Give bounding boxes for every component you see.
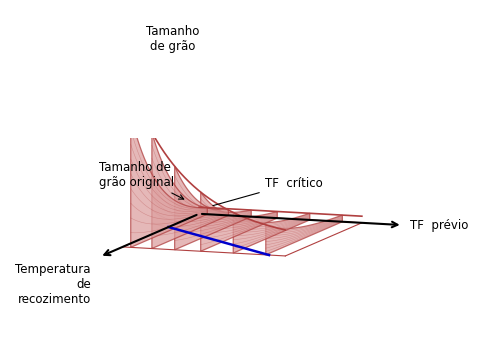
Text: Tamanho
de grão: Tamanho de grão	[145, 25, 199, 52]
Polygon shape	[152, 133, 228, 248]
Text: TF  prévio: TF prévio	[409, 219, 468, 232]
Text: Tamanho de
grão original: Tamanho de grão original	[99, 161, 183, 199]
Polygon shape	[200, 192, 276, 251]
Polygon shape	[131, 115, 207, 247]
Text: Temperatura
de
recozimento: Temperatura de recozimento	[15, 263, 91, 306]
Text: TF  crítico: TF crítico	[212, 176, 322, 206]
Polygon shape	[174, 166, 251, 250]
Polygon shape	[265, 215, 342, 255]
Polygon shape	[233, 212, 309, 253]
